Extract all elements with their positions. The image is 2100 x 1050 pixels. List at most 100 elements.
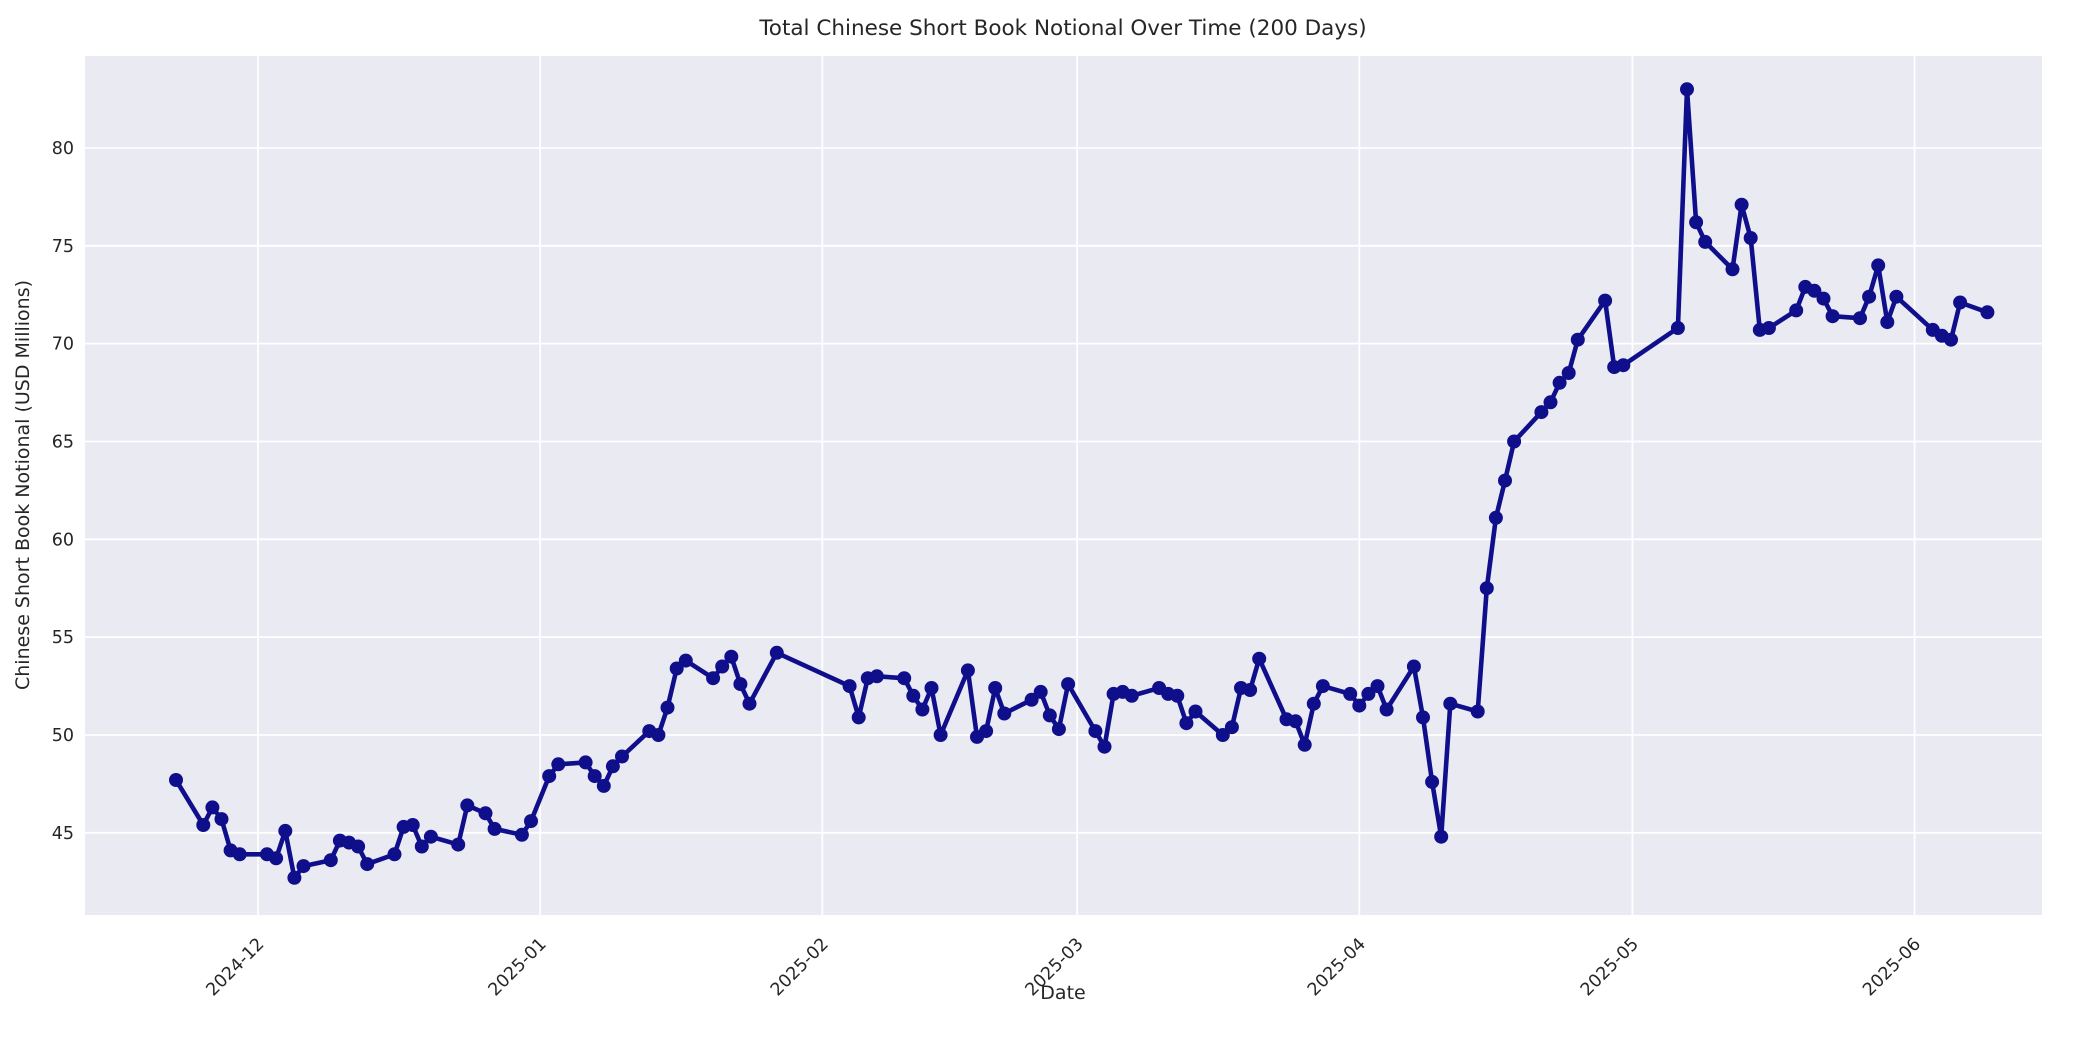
data-point — [724, 649, 739, 664]
data-point — [1252, 651, 1267, 666]
data-point — [706, 671, 721, 686]
data-point — [460, 798, 475, 813]
data-point — [669, 661, 684, 676]
data-point — [1425, 774, 1440, 789]
y-tick-label: 60 — [52, 530, 74, 550]
data-point — [478, 806, 493, 821]
data-point — [1042, 708, 1057, 723]
data-point — [1944, 332, 1958, 347]
data-point — [678, 653, 693, 668]
data-point — [214, 812, 229, 827]
data-point — [287, 870, 302, 885]
y-tick-label: 70 — [52, 335, 74, 355]
data-point — [1488, 510, 1503, 525]
data-point — [660, 700, 675, 715]
data-point — [1570, 332, 1585, 347]
data-point — [1552, 375, 1567, 390]
data-point — [924, 681, 939, 695]
data-point — [1306, 696, 1321, 711]
data-point — [742, 696, 757, 711]
data-point — [451, 837, 466, 852]
data-point — [1443, 696, 1458, 711]
data-point — [205, 800, 220, 815]
data-point — [1051, 722, 1066, 737]
data-point — [1406, 659, 1421, 674]
data-point — [1479, 581, 1494, 596]
data-point — [1616, 358, 1631, 373]
data-point — [578, 755, 593, 770]
data-point — [1670, 321, 1685, 335]
data-point — [1725, 262, 1740, 277]
y-tick-label: 55 — [52, 628, 74, 648]
plot-area — [85, 56, 2042, 915]
x-tick-label: 2025-02 — [767, 934, 833, 1000]
y-tick-label: 45 — [52, 824, 74, 844]
data-point — [842, 679, 857, 694]
data-point — [551, 757, 566, 772]
data-point — [1980, 305, 1995, 320]
data-point — [1033, 684, 1048, 699]
data-point — [1297, 737, 1312, 752]
data-point — [1361, 686, 1376, 701]
data-point — [1370, 679, 1385, 694]
x-tick-label: 2025-04 — [1304, 934, 1370, 1000]
data-point — [1543, 395, 1558, 410]
data-point — [1534, 405, 1549, 420]
data-point — [960, 663, 975, 678]
data-point — [897, 671, 912, 686]
x-tick-label: 2025-06 — [1859, 934, 1925, 1000]
data-point — [514, 827, 529, 842]
data-point — [360, 857, 375, 872]
data-point — [232, 847, 247, 862]
data-point — [196, 818, 211, 832]
y-tick-label: 50 — [52, 726, 74, 746]
x-axis-label: Date — [1040, 982, 1086, 1004]
data-point — [1024, 692, 1039, 707]
x-tick-label: 2024-12 — [203, 934, 269, 1000]
data-point — [1507, 434, 1522, 449]
data-point — [1825, 309, 1840, 324]
data-point — [1853, 311, 1867, 326]
data-point — [1224, 720, 1239, 735]
data-point — [869, 669, 884, 684]
data-point — [1880, 315, 1895, 330]
data-point — [1416, 710, 1430, 725]
data-point — [1734, 197, 1749, 212]
data-point — [933, 728, 948, 742]
data-point — [769, 645, 784, 660]
data-point — [278, 823, 293, 838]
data-point — [1816, 291, 1831, 306]
data-point — [1434, 829, 1449, 844]
data-point — [906, 688, 921, 703]
data-point — [733, 677, 748, 692]
data-point — [1088, 724, 1103, 739]
data-point — [1288, 714, 1303, 729]
chart-title: Total Chinese Short Book Notional Over T… — [759, 16, 1367, 41]
data-point — [1743, 231, 1758, 245]
y-tick-label: 80 — [52, 139, 74, 159]
data-point — [1315, 679, 1330, 694]
data-point — [1807, 283, 1822, 298]
data-point — [1889, 289, 1904, 304]
x-tick-label: 2025-05 — [1577, 934, 1643, 1000]
data-point — [1598, 293, 1613, 308]
data-point — [1243, 683, 1258, 697]
data-point — [1343, 686, 1358, 701]
x-tick-label: 2025-01 — [485, 934, 551, 1000]
data-point — [1352, 698, 1367, 713]
data-point — [1689, 215, 1704, 230]
data-point — [169, 773, 183, 787]
data-point — [988, 681, 1003, 695]
data-point — [715, 659, 730, 674]
data-point — [979, 724, 994, 739]
data-point — [1179, 716, 1194, 731]
data-point — [587, 769, 602, 784]
data-point — [1871, 258, 1886, 273]
data-point — [997, 706, 1012, 721]
data-point — [1862, 289, 1877, 304]
data-point — [524, 814, 538, 829]
data-point — [1124, 688, 1139, 703]
data-point — [851, 710, 866, 725]
